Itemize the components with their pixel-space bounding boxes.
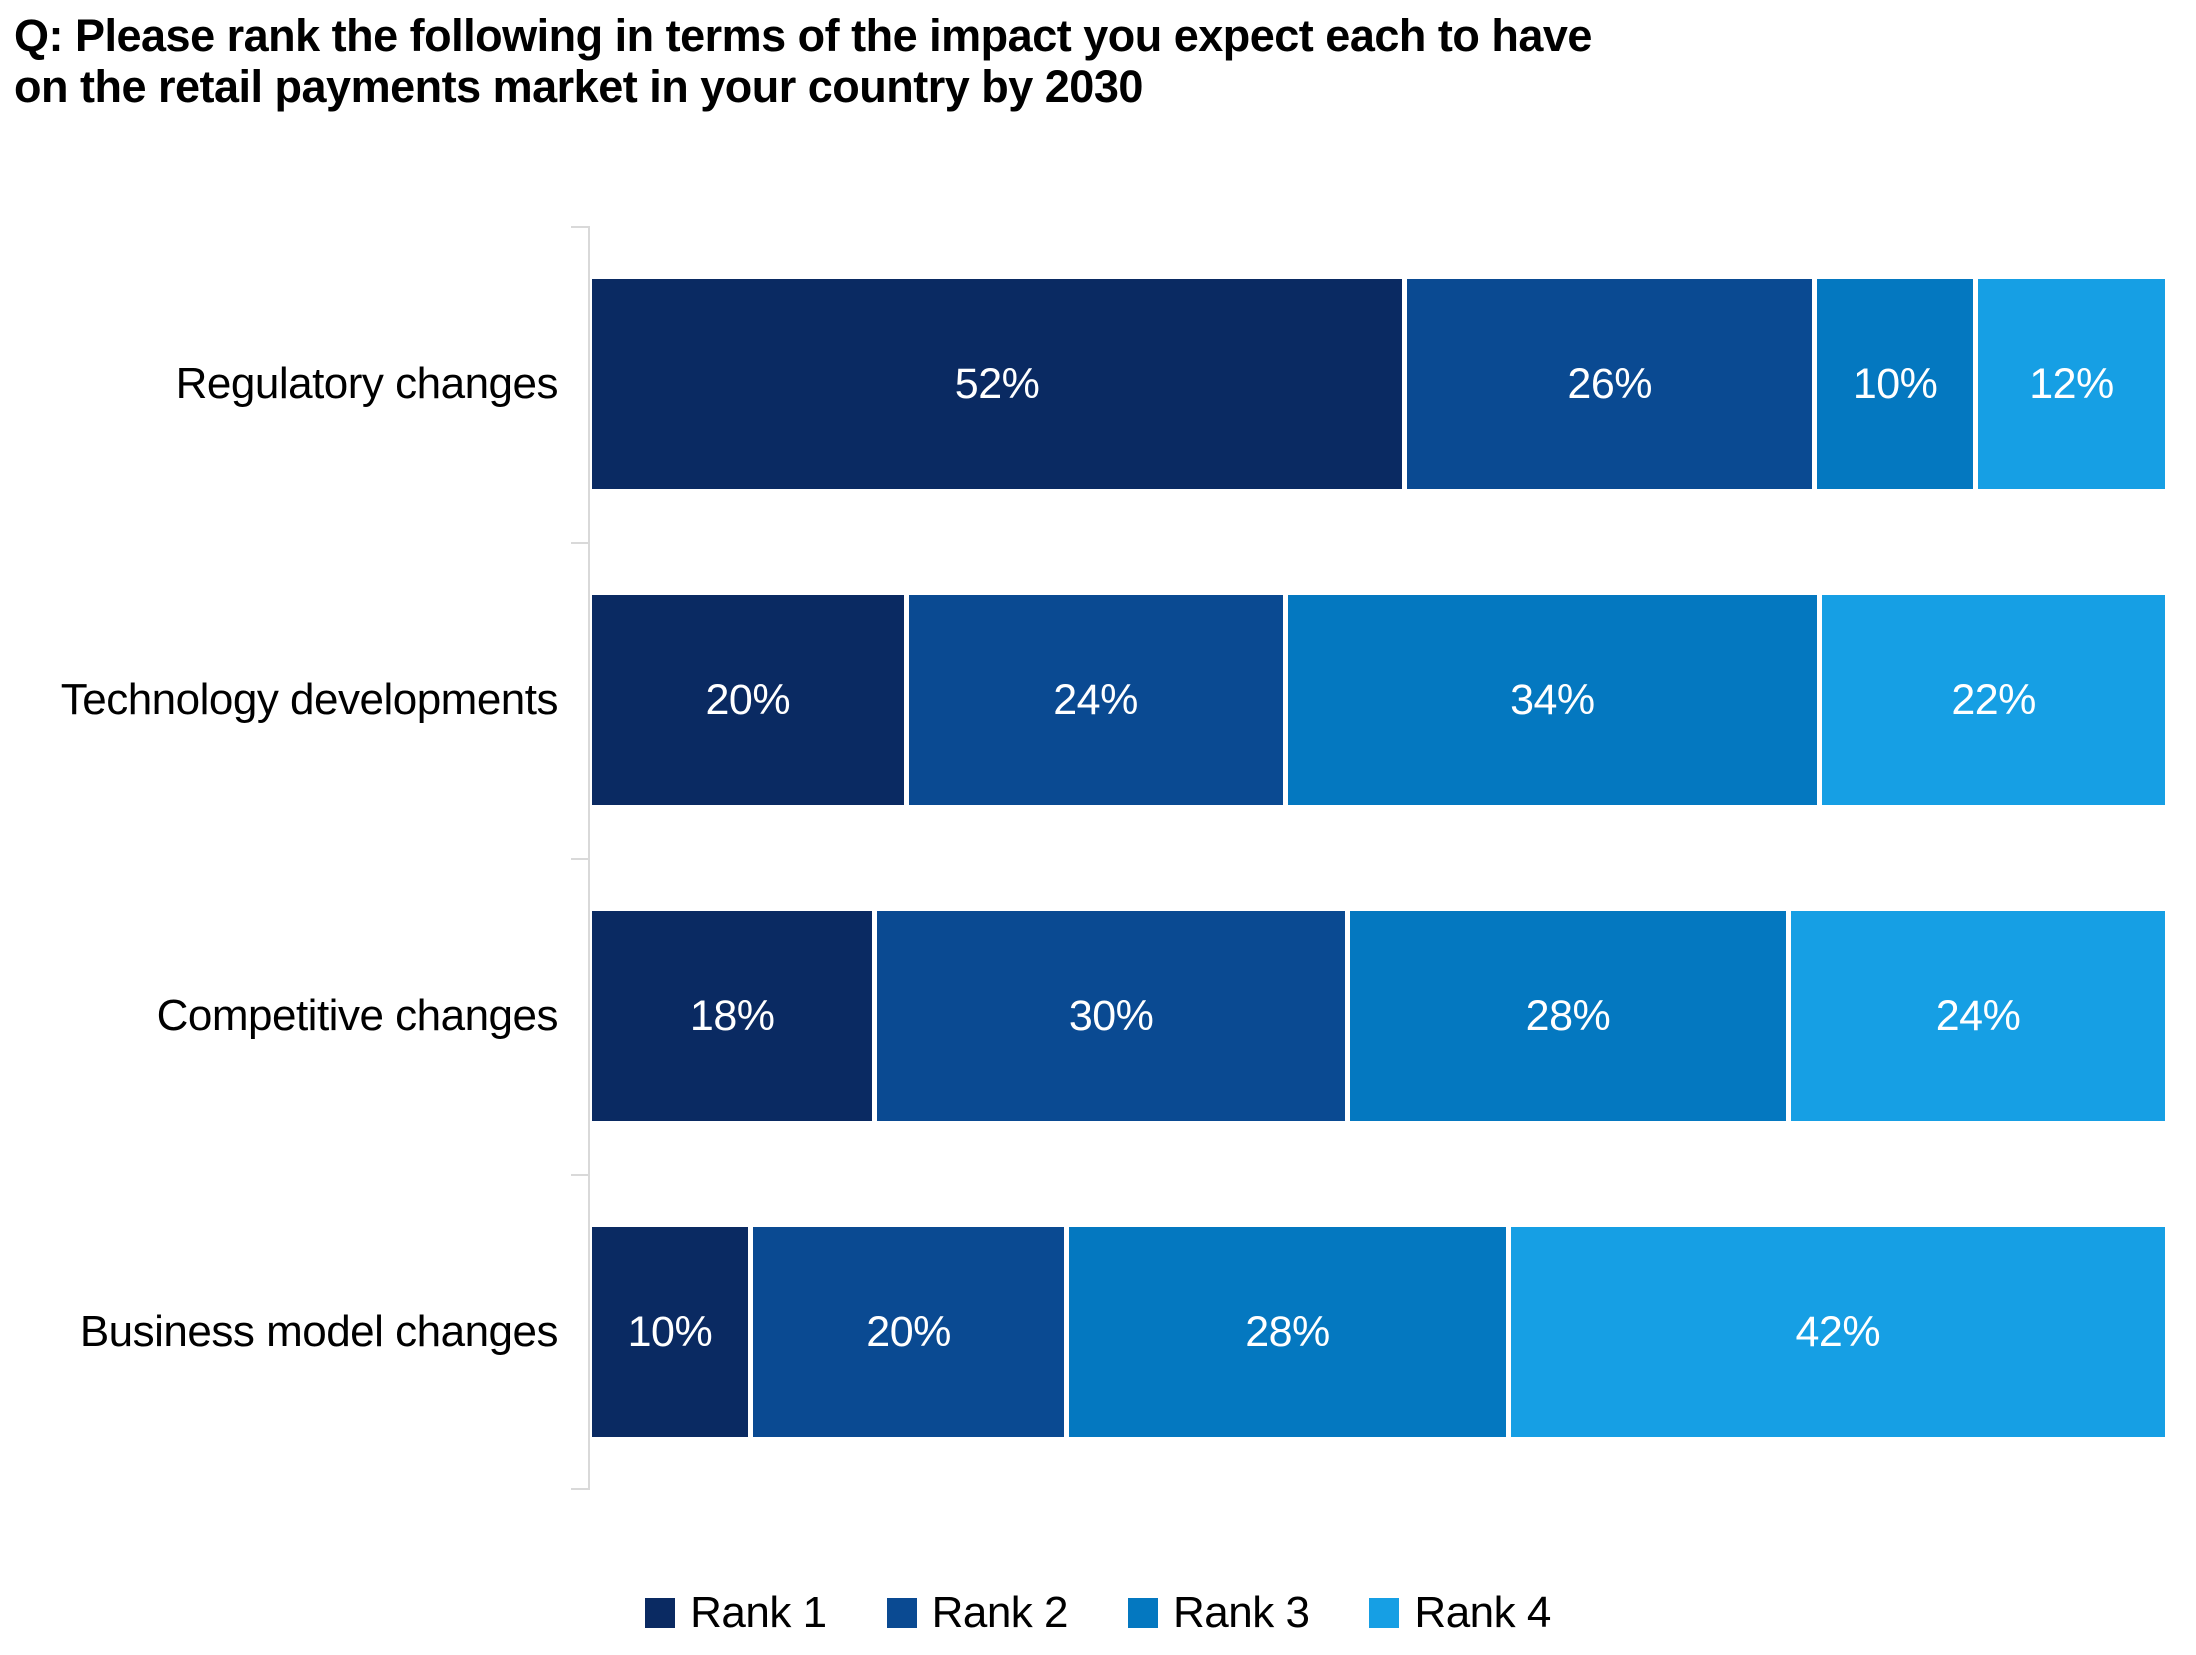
data-label: 10% [627, 1307, 713, 1356]
data-label: 30% [1068, 991, 1154, 1040]
legend-item-rank-2: Rank 2 [886, 1588, 1069, 1638]
data-label: 12% [2029, 359, 2114, 408]
legend-label: Rank 3 [1173, 1588, 1310, 1637]
data-label: 52% [954, 359, 1040, 408]
data-label: 24% [1935, 991, 2021, 1040]
legend-swatch-icon [1128, 1598, 1158, 1628]
chart-title-line2: on the retail payments market in your co… [14, 61, 1143, 112]
axis-tick [571, 858, 588, 860]
legend: Rank 1 Rank 2 Rank 3 Rank 4 [0, 1588, 2196, 1638]
legend-label: Rank 1 [690, 1588, 827, 1637]
stacked-bar: 52% 26% 10% 12% [592, 279, 2165, 489]
bar-row: Competitive changes 18% 30% 28% 24% [0, 858, 2165, 1174]
category-label: Competitive changes [156, 991, 559, 1040]
bar-segment-rank-1: 20% [592, 595, 904, 805]
data-label: 28% [1525, 991, 1611, 1040]
data-label: 22% [1951, 675, 2036, 724]
data-label: 34% [1510, 675, 1595, 724]
bar-segment-rank-4: 24% [1791, 911, 2165, 1121]
bar-segment-rank-1: 52% [592, 279, 1403, 489]
chart-title-line1: Q: Please rank the following in terms of… [14, 10, 1592, 61]
legend-swatch-icon [645, 1598, 676, 1628]
data-label: 24% [1053, 675, 1138, 724]
bar-row: Business model changes 10% 20% 28% 42% [0, 1174, 2165, 1490]
bar-segment-rank-3: 10% [1817, 279, 1974, 489]
data-label: 26% [1567, 359, 1652, 408]
bar-segment-rank-2: 24% [908, 595, 1283, 805]
bar-segment-rank-3: 28% [1069, 1227, 1506, 1437]
axis-tick [571, 226, 588, 228]
data-label: 42% [1795, 1307, 1881, 1356]
axis-tick [571, 1174, 588, 1176]
category-label: Business model changes [79, 1307, 559, 1356]
bar-row: Technology developments 20% 24% 34% 22% [0, 542, 2165, 858]
bar-segment-rank-3: 28% [1349, 911, 1787, 1121]
axis-tick [571, 542, 588, 544]
category-label: Regulatory changes [175, 359, 559, 408]
bar-segment-rank-1: 10% [592, 1227, 748, 1437]
bar-segment-rank-1: 18% [592, 911, 873, 1121]
stacked-bar: 10% 20% 28% 42% [592, 1227, 2165, 1437]
legend-swatch-icon [1369, 1598, 1400, 1628]
legend-label: Rank 4 [1414, 1588, 1551, 1637]
bar-row: Regulatory changes 52% 26% 10% 12% [0, 226, 2165, 542]
legend-label: Rank 2 [931, 1588, 1069, 1637]
chart-title: Q: Please rank the following in terms of… [14, 10, 1592, 112]
legend-item-rank-1: Rank 1 [645, 1588, 827, 1638]
data-label: 20% [866, 1307, 951, 1356]
legend-swatch-icon [886, 1598, 917, 1628]
data-label: 20% [705, 675, 791, 724]
plot-area: Regulatory changes 52% 26% 10% 12% Technology… [0, 226, 2165, 1490]
legend-item-rank-4: Rank 4 [1369, 1588, 1551, 1638]
bar-segment-rank-4: 42% [1510, 1227, 2165, 1437]
data-label: 18% [689, 991, 775, 1040]
y-axis-line [588, 226, 590, 1490]
data-label: 28% [1245, 1307, 1330, 1356]
stacked-bar: 20% 24% 34% 22% [592, 595, 2165, 805]
legend-item-rank-3: Rank 3 [1128, 1588, 1310, 1638]
axis-tick [571, 1488, 588, 1490]
bar-segment-rank-4: 12% [1978, 279, 2165, 489]
bar-segment-rank-2: 26% [1407, 279, 1813, 489]
stacked-bar: 18% 30% 28% 24% [592, 911, 2165, 1121]
bar-segment-rank-2: 20% [752, 1227, 1065, 1437]
bar-segment-rank-2: 30% [877, 911, 1345, 1121]
category-label: Technology developments [60, 675, 559, 724]
bar-segment-rank-4: 22% [1822, 595, 2165, 805]
bar-segment-rank-3: 34% [1287, 595, 1818, 805]
data-label: 10% [1852, 359, 1938, 408]
